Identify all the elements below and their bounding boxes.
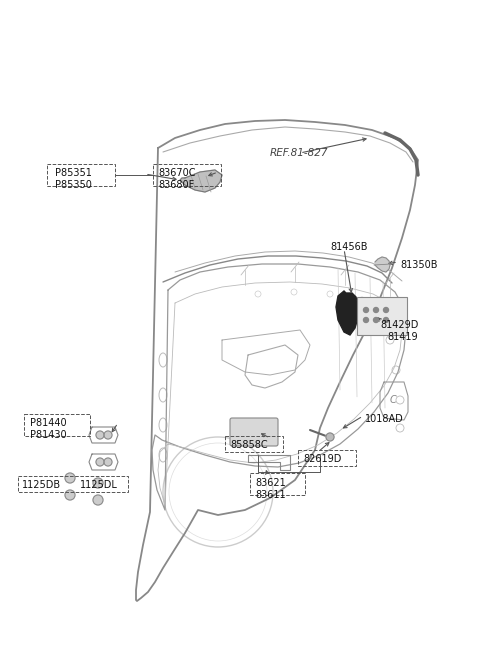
Polygon shape	[180, 170, 222, 192]
Bar	[153, 164, 221, 186]
Circle shape	[384, 318, 388, 323]
Polygon shape	[375, 257, 390, 272]
Text: 83611: 83611	[255, 490, 286, 500]
Circle shape	[373, 308, 379, 312]
Text: P85350: P85350	[55, 180, 92, 190]
Text: 1018AD: 1018AD	[365, 414, 404, 424]
Circle shape	[373, 318, 379, 323]
Text: 82619D: 82619D	[303, 454, 341, 464]
Text: 81350B: 81350B	[400, 260, 437, 270]
Text: 83680F: 83680F	[158, 180, 194, 190]
Text: P85351: P85351	[55, 168, 92, 178]
Text: REF.81-827: REF.81-827	[270, 148, 328, 158]
Text: 83670C: 83670C	[158, 168, 195, 178]
Text: C: C	[390, 395, 396, 405]
Bar	[250, 473, 305, 495]
Circle shape	[363, 308, 369, 312]
Text: 81429D: 81429D	[380, 320, 419, 330]
Polygon shape	[336, 291, 358, 335]
Text: P81430: P81430	[30, 430, 67, 440]
Text: 81456B: 81456B	[330, 242, 368, 252]
Circle shape	[96, 458, 104, 466]
Text: P81440: P81440	[30, 418, 67, 428]
Bar	[24, 414, 90, 436]
Text: 1125DB: 1125DB	[22, 480, 61, 490]
Circle shape	[65, 473, 75, 483]
Text: 1125DL: 1125DL	[80, 480, 118, 490]
Circle shape	[363, 318, 369, 323]
Bar	[47, 164, 115, 186]
Circle shape	[96, 431, 104, 439]
Text: 85858C: 85858C	[230, 440, 268, 450]
FancyBboxPatch shape	[357, 297, 407, 335]
Circle shape	[93, 478, 103, 488]
Circle shape	[104, 458, 112, 466]
Bar	[298, 450, 356, 466]
FancyBboxPatch shape	[230, 418, 278, 446]
Bar	[18, 476, 128, 492]
Text: 81419: 81419	[387, 332, 418, 342]
Circle shape	[326, 433, 334, 441]
Circle shape	[104, 431, 112, 439]
Circle shape	[65, 490, 75, 500]
Text: 83621: 83621	[255, 478, 286, 488]
Circle shape	[93, 495, 103, 505]
Bar	[225, 436, 283, 452]
Circle shape	[384, 308, 388, 312]
